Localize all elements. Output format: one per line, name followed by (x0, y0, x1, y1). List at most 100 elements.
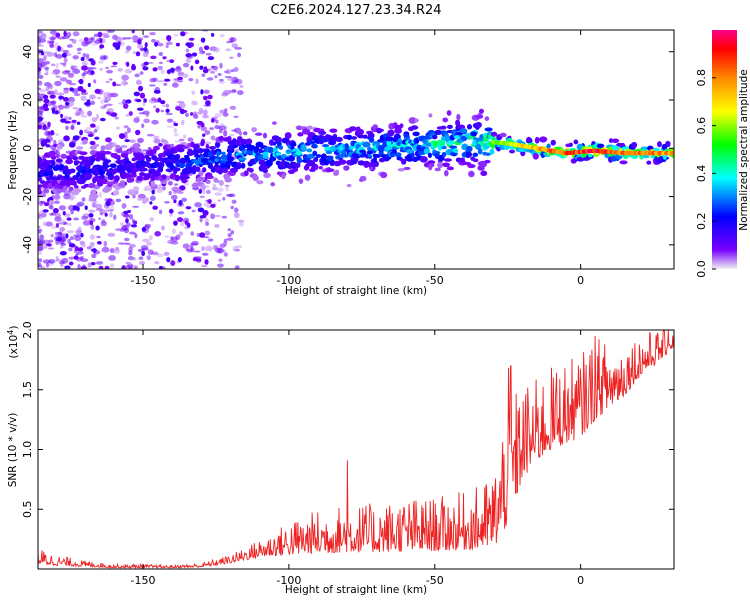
heatmap-cell (532, 152, 539, 160)
heatmap-cell (94, 136, 100, 140)
heatmap-cell (68, 186, 74, 191)
heatmap-cell (217, 199, 222, 202)
heatmap-cell (106, 111, 111, 115)
heatmap-cell (144, 61, 149, 66)
heatmap-cell (427, 160, 436, 165)
heatmap-cell (218, 135, 224, 141)
spectrogram-frame (37, 29, 675, 270)
heatmap-cell (150, 55, 157, 60)
heatmap-cell (65, 159, 74, 165)
heatmap-cell (72, 55, 79, 60)
heatmap-cell (642, 155, 650, 159)
heatmap-cell (101, 219, 106, 224)
heatmap-cell (42, 57, 47, 63)
heatmap-cell (123, 103, 129, 109)
heatmap-cell (99, 117, 106, 122)
heatmap-cell (43, 202, 50, 207)
heatmap-cell (144, 42, 148, 48)
heatmap-cell (204, 245, 213, 252)
heatmap-cell (133, 220, 138, 225)
heatmap-cell (238, 157, 247, 161)
heatmap-cell (210, 65, 216, 69)
heatmap-cell (204, 217, 209, 224)
heatmap-cell (210, 203, 216, 208)
heatmap-cell (77, 264, 81, 269)
heatmap-cell (51, 179, 58, 185)
heatmap-cell (72, 156, 79, 161)
heatmap-cell (78, 110, 85, 116)
heatmap-cell (97, 240, 102, 245)
heatmap-cell (172, 167, 181, 172)
heatmap-cell (40, 212, 47, 218)
heatmap-cell (239, 85, 244, 88)
heatmap-cell (199, 217, 203, 223)
heatmap-cell (65, 79, 72, 84)
heatmap-cell (200, 122, 205, 128)
heatmap-cell (68, 82, 77, 86)
heatmap-cell (141, 123, 145, 129)
heatmap-cell (143, 187, 149, 191)
heatmap-cell (164, 235, 169, 238)
heatmap-cell (38, 184, 43, 188)
heatmap-cell (79, 129, 84, 136)
heatmap-cell (214, 158, 220, 162)
heatmap-cell (126, 61, 130, 67)
heatmap-cell (212, 184, 217, 187)
heatmap-cell (55, 62, 59, 69)
heatmap-cell (44, 72, 49, 76)
heatmap-cell (188, 173, 193, 176)
heatmap-cell (156, 163, 164, 168)
heatmap-cell (369, 166, 374, 170)
heatmap-cell (124, 213, 130, 218)
heatmap-cell (281, 172, 286, 180)
heatmap-cell (478, 108, 485, 114)
heatmap-cell (185, 53, 193, 58)
heatmap-cell (141, 167, 148, 172)
heatmap-cell (199, 50, 206, 55)
heatmap-cell (194, 160, 200, 167)
heatmap-cell (157, 65, 164, 71)
heatmap-cell (128, 250, 133, 256)
heatmap-cell (377, 145, 385, 152)
heatmap-cell (158, 61, 163, 64)
heatmap-cell (45, 144, 51, 148)
heatmap-cell (119, 222, 125, 226)
heatmap-cell (117, 182, 126, 188)
heatmap-cell (87, 262, 92, 268)
heatmap-cell (181, 197, 188, 202)
snr-x-ticks: -150 -100 -50 0 (131, 330, 584, 587)
heatmap-cell (42, 103, 49, 109)
heatmap-cell (138, 256, 144, 261)
heatmap-cell (101, 32, 109, 36)
heatmap-cell (69, 101, 75, 106)
heatmap-cell (139, 261, 146, 265)
heatmap-cell (38, 96, 43, 101)
heatmap-cell (167, 180, 173, 186)
heatmap-cell (38, 30, 41, 36)
heatmap-cell (51, 71, 60, 75)
heatmap-cell (124, 139, 130, 143)
y-tick-label: 20 (21, 93, 34, 107)
heatmap-cell (202, 114, 209, 119)
heatmap-cell (231, 43, 238, 48)
heatmap-cell (38, 186, 42, 193)
heatmap-cell (136, 98, 142, 103)
heatmap-cell (207, 68, 212, 71)
y-tick-label: 1.0 (21, 441, 34, 459)
heatmap-cell (351, 136, 358, 140)
heatmap-cell (89, 145, 97, 150)
heatmap-cell (121, 265, 126, 269)
heatmap-cell (103, 158, 109, 166)
heatmap-cell (254, 145, 260, 153)
heatmap-cell (546, 143, 551, 149)
heatmap-cell (193, 250, 201, 253)
heatmap-cell (534, 136, 540, 144)
heatmap-cell (135, 79, 142, 86)
snr-series-line (38, 330, 674, 569)
heatmap-cell (149, 195, 156, 201)
heatmap-cell (57, 231, 63, 237)
heatmap-cell (65, 101, 70, 106)
heatmap-cell (62, 49, 69, 54)
heatmap-cell (237, 90, 244, 96)
heatmap-cell (42, 193, 47, 198)
